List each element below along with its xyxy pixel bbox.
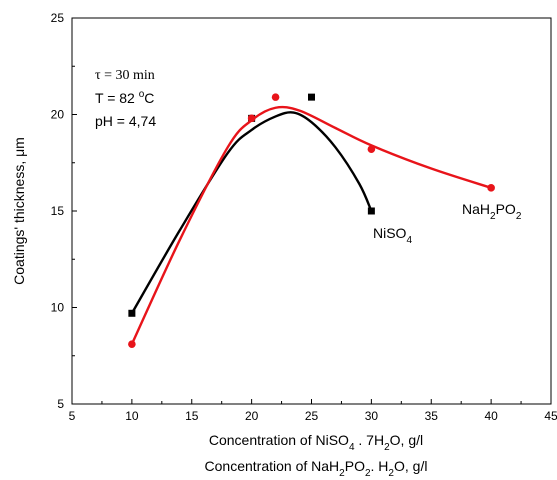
data-point [308, 93, 315, 101]
x-tick-label: 10 [125, 409, 139, 423]
series-layer [128, 93, 495, 348]
x-tick-label: 5 [69, 409, 76, 423]
x-tick-label: 20 [245, 409, 259, 423]
data-point [487, 184, 495, 192]
series-niso4 [128, 93, 375, 317]
y-tick-label: 5 [57, 397, 64, 411]
x-axis-label-line1: Concentration of NiSO4 . 7H2O, g/l [209, 432, 423, 453]
x-axis-ticks: 5 10 15 20 25 30 35 40 45 [69, 399, 557, 423]
y-tick-label: 20 [51, 108, 65, 122]
x-tick-label: 45 [544, 409, 557, 423]
x-tick-label: 30 [365, 409, 379, 423]
condition-ph: pH = 4,74 [95, 113, 156, 129]
y-axis-label: Coatings' thickness, μm [11, 137, 27, 285]
data-point [247, 114, 256, 123]
y-tick-label: 25 [51, 11, 65, 25]
data-point [128, 340, 136, 348]
data-point [271, 93, 280, 101]
y-tick-label: 10 [51, 301, 65, 315]
data-point [367, 145, 376, 154]
series-label-niso4: NiSO4 [373, 225, 412, 246]
x-axis-label-line2: Concentration of NaH2PO2. H2O, g/l [205, 458, 428, 479]
series-nah2po2 [128, 93, 495, 348]
x-tick-label: 40 [484, 409, 498, 423]
data-point [128, 309, 136, 317]
data-point [367, 207, 375, 215]
condition-temperature: T = 82 oC [95, 89, 154, 106]
y-tick-label: 15 [51, 204, 65, 218]
condition-tau: τ = 30 min [95, 68, 155, 83]
series-line [130, 105, 493, 346]
x-tick-label: 25 [305, 409, 319, 423]
x-tick-label: 35 [425, 409, 439, 423]
x-tick-label: 15 [185, 409, 199, 423]
series-line [130, 111, 373, 315]
y-axis-ticks: 5 10 15 20 25 [51, 11, 77, 411]
series-label-nah2po2: NaH2PO2 [462, 201, 522, 222]
